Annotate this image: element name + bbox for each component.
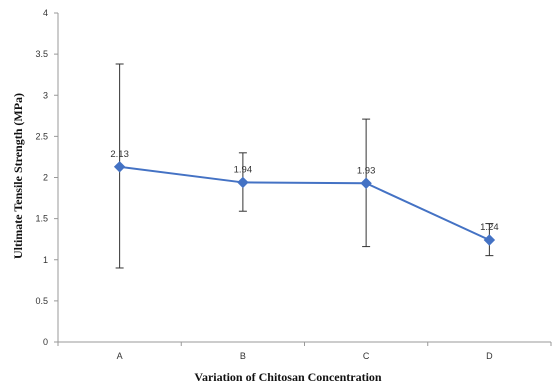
y-tick-label: 1.5 <box>35 214 48 224</box>
data-point <box>360 177 372 189</box>
y-tick-label: 3.5 <box>35 49 48 59</box>
x-tick-label: A <box>117 351 123 361</box>
y-tick-label: 0.5 <box>35 296 48 306</box>
y-tick-label: 2 <box>43 173 48 183</box>
data-points <box>113 161 496 246</box>
data-label: 1.24 <box>480 222 499 233</box>
data-point <box>483 234 496 246</box>
x-tick-label: C <box>363 351 370 361</box>
y-tick-label: 2.5 <box>35 131 48 141</box>
x-axis-title: Variation of Chitosan Concentration <box>194 370 382 384</box>
y-tick-label: 0 <box>43 337 48 347</box>
y-tick-label: 4 <box>43 8 48 18</box>
y-axis-title: Ultimate Tensile Strength (MPa) <box>11 93 25 259</box>
axes <box>57 13 551 343</box>
x-tick-label: B <box>240 351 246 361</box>
data-label: 1.94 <box>234 164 253 175</box>
y-tick-label: 1 <box>43 255 48 265</box>
error-bars <box>115 63 494 269</box>
data-point <box>237 176 249 189</box>
data-label: 1.93 <box>357 165 376 176</box>
x-tick-labels: A B C D <box>57 342 552 361</box>
data-point <box>113 161 126 173</box>
data-labels: 2.13 1.94 1.93 1.24 <box>110 149 498 233</box>
data-label: 2.13 <box>110 149 129 160</box>
y-tick-label: 3 <box>43 90 48 100</box>
x-tick-label: D <box>486 351 493 361</box>
y-tick-labels: 0 0.5 1 1.5 2 2.5 3 3.5 4 <box>35 8 58 347</box>
series-line <box>119 165 490 241</box>
